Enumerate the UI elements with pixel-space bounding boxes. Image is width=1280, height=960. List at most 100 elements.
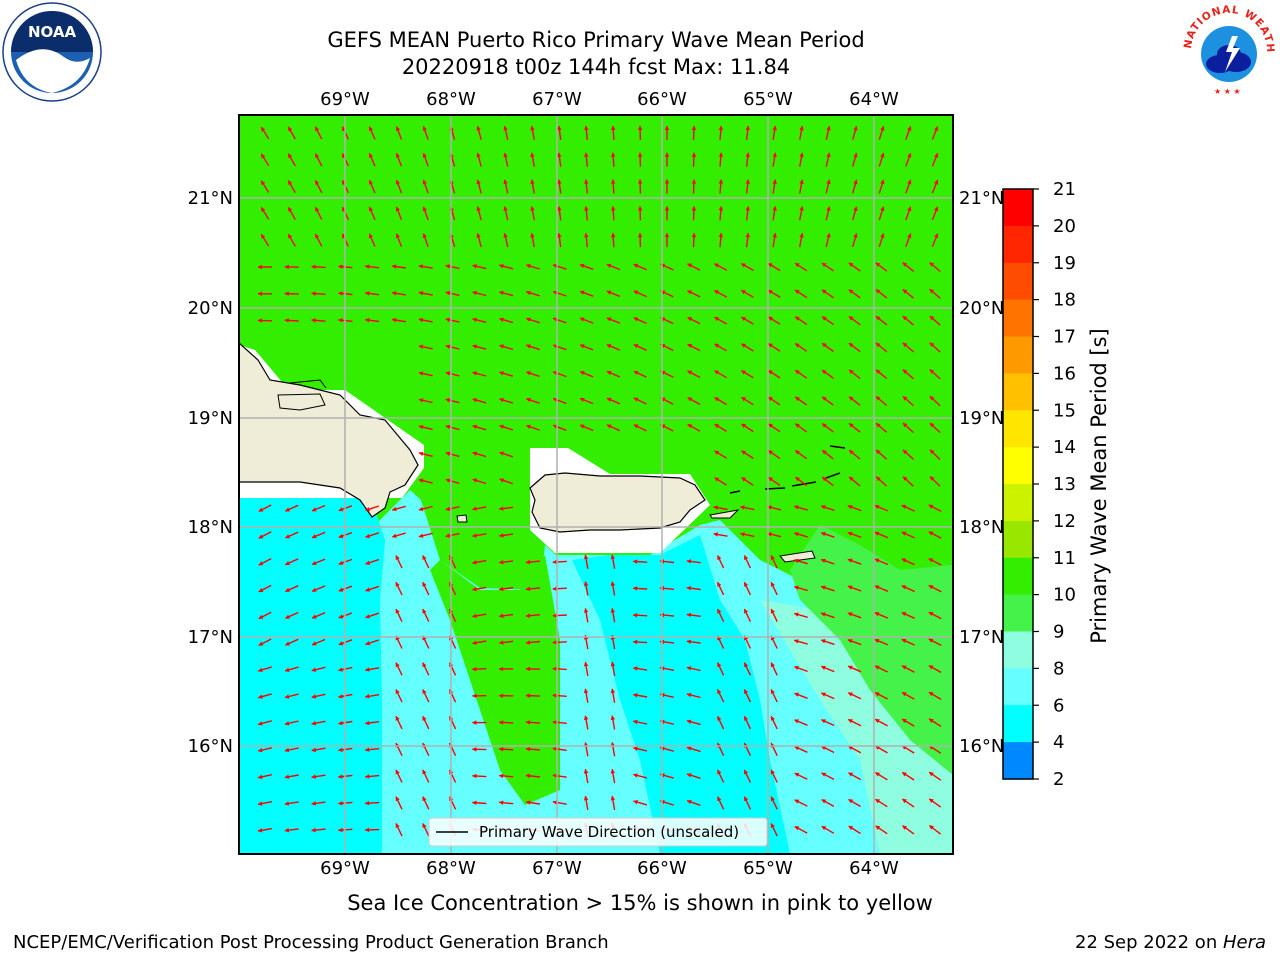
wave-direction-arrow: [472, 613, 487, 619]
wave-direction-arrow: [610, 205, 616, 221]
wave-direction-arrow: [902, 342, 914, 353]
wave-direction-arrow: [875, 476, 888, 487]
wave-direction-arrow: [901, 771, 915, 781]
wave-direction-arrow: [847, 612, 862, 619]
wave-direction-arrow: [311, 774, 326, 779]
wave-direction-arrow: [874, 504, 889, 512]
wave-direction-arrow: [794, 289, 808, 299]
footer-right: 22 Sep 2022 on Hera: [1075, 932, 1266, 953]
wave-direction-arrow: [472, 506, 487, 511]
wave-direction-arrow: [530, 152, 535, 167]
wave-direction-arrow: [284, 801, 299, 806]
wave-direction-arrow: [395, 179, 403, 194]
wave-direction-arrow: [687, 263, 701, 271]
wave-direction-arrow: [525, 559, 541, 565]
wave-direction-arrow: [499, 344, 514, 351]
wave-direction-arrow: [552, 666, 567, 672]
wave-direction-arrow: [928, 504, 942, 513]
wave-direction-arrow: [633, 424, 647, 432]
wave-direction-arrow: [471, 666, 487, 672]
wave-direction-arrow: [418, 291, 433, 296]
wave-direction-arrow: [741, 316, 754, 325]
wave-direction-arrow: [931, 206, 939, 221]
wave-direction-arrow: [525, 290, 540, 297]
wave-direction-arrow: [284, 318, 299, 323]
wave-direction-arrow: [874, 718, 888, 727]
wave-direction-arrow: [745, 205, 750, 221]
wave-direction-arrow: [314, 126, 323, 140]
wave-direction-arrow: [821, 342, 834, 353]
lat-label-left: 18°N: [188, 517, 233, 538]
wave-direction-arrow: [691, 179, 697, 194]
wave-direction-arrow: [852, 233, 858, 248]
wave-direction-arrow: [848, 449, 861, 460]
wave-direction-arrow: [364, 264, 380, 269]
wave-direction-arrow: [314, 206, 323, 220]
colorbar-segment: [1003, 484, 1033, 522]
hispaniola-landmass: [239, 342, 419, 518]
wave-direction-arrow: [716, 555, 725, 569]
colorbar-segment: [1003, 520, 1033, 559]
lon-label-bottom: 69°W: [320, 858, 370, 879]
colorbar-segment: [1003, 668, 1033, 706]
wave-direction-arrow: [499, 397, 514, 404]
wave-direction-arrow: [525, 264, 540, 270]
wave-direction-arrow: [503, 125, 509, 140]
lat-label-right: 18°N: [959, 517, 1004, 538]
wave-direction-arrow: [364, 694, 380, 699]
wave-direction-arrow: [928, 638, 942, 647]
wave-direction-arrow: [848, 342, 861, 353]
wave-direction-arrow: [552, 746, 567, 752]
wave-direction-arrow: [794, 799, 808, 807]
wave-direction-arrow: [284, 747, 299, 753]
chart-title: GEFS MEAN Puerto Rico Primary Wave Mean …: [327, 28, 865, 52]
wave-direction-arrow: [552, 371, 567, 378]
wave-direction-arrow: [847, 531, 862, 539]
lat-label-right: 19°N: [959, 408, 1004, 429]
wave-direction-arrow: [686, 746, 701, 753]
wave-direction-arrow: [928, 744, 942, 754]
wave-direction-arrow: [848, 772, 862, 781]
wave-direction-arrow: [794, 772, 808, 780]
map-frame: [238, 114, 954, 855]
wave-direction-arrow: [847, 505, 862, 512]
wave-direction-arrow: [395, 206, 403, 221]
wave-direction-arrow: [422, 555, 430, 569]
wave-direction-arrow: [852, 206, 858, 221]
wave-direction-arrow: [525, 344, 540, 351]
wave-direction-arrow: [391, 264, 407, 269]
wave-direction-arrow: [418, 532, 433, 538]
wave-direction-arrow: [821, 825, 835, 834]
wave-direction-arrow: [583, 661, 589, 677]
wave-direction-arrow: [260, 207, 270, 220]
wave-direction-arrow: [584, 152, 589, 167]
colorbar-segment: [1003, 225, 1033, 264]
wave-direction-arrow: [552, 559, 567, 565]
wave-direction-arrow: [768, 476, 781, 486]
wave-period-zone-9-10: [760, 600, 953, 854]
wave-direction-arrow: [498, 533, 514, 538]
wave-direction-arrow: [825, 206, 831, 221]
wave-direction-arrow: [610, 661, 616, 677]
lon-label-bottom: 64°W: [849, 858, 899, 879]
graticule: [239, 115, 953, 854]
wave-direction-arrow: [902, 476, 914, 487]
wave-direction-arrow: [743, 635, 752, 649]
colorbar-tick-label: 10: [1053, 585, 1076, 606]
wave-direction-arrow: [365, 639, 380, 646]
wave-direction-arrow: [848, 798, 861, 808]
wave-direction-arrow: [368, 206, 376, 221]
wave-direction-arrow: [821, 476, 834, 487]
wave-direction-arrow: [770, 581, 778, 596]
wave-direction-arrow: [660, 316, 674, 325]
lon-label-top: 69°W: [320, 89, 370, 110]
wave-direction-arrow: [472, 290, 487, 297]
wave-direction-arrow: [284, 666, 299, 672]
wave-direction-arrow: [928, 718, 942, 727]
wave-direction-arrow: [794, 423, 808, 433]
wave-direction-arrow: [716, 689, 725, 703]
wave-direction-arrow: [311, 264, 326, 270]
wave-direction-arrow: [632, 612, 648, 618]
wave-direction-arrow: [476, 152, 482, 167]
wave-direction-arrow: [395, 233, 403, 247]
